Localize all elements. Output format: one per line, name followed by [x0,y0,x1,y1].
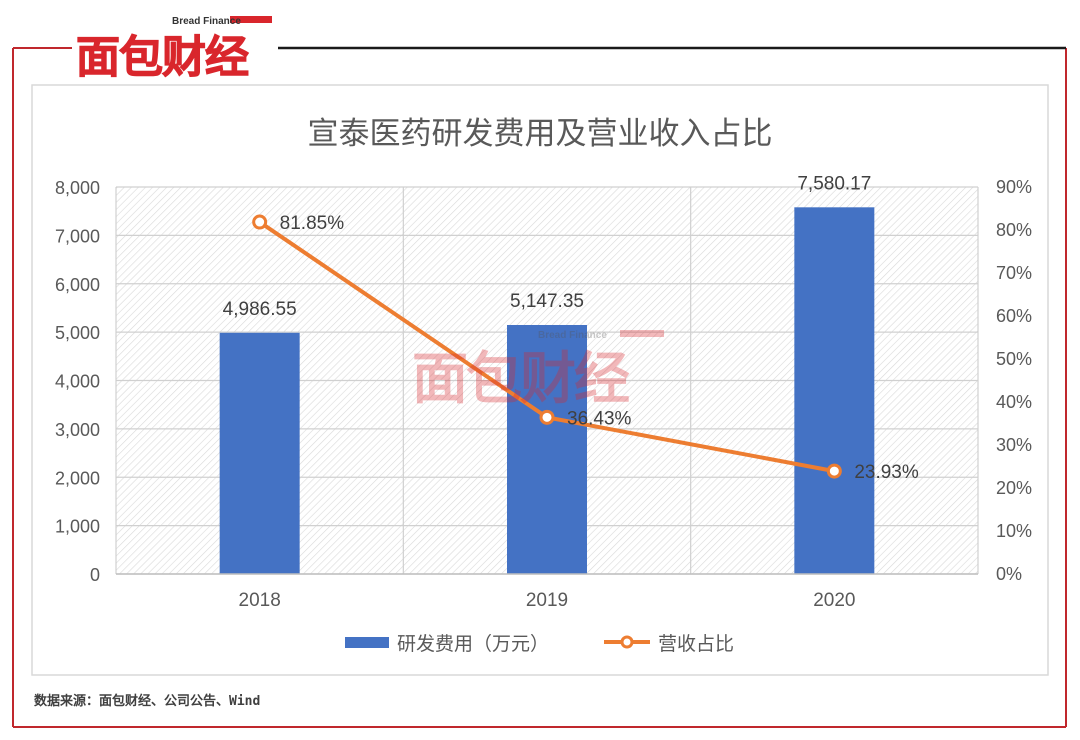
legend: 研发费用（万元） 营收占比 [345,633,734,655]
y-right-tick-label: 0% [996,564,1022,584]
y-left-tick-label: 0 [90,565,100,585]
axes: 0 1,000 2,000 3,000 4,000 5,000 6,000 7,000 8,00… [55,177,1032,611]
line-series [252,214,842,479]
data-labels: 4,986.55 5,147.35 7,580.17 81.85% 36.43% 23.9… [223,173,919,483]
watermark-accent-bar [620,330,664,337]
y-left-tick-label: 4,000 [55,372,100,392]
logo-text: 面包财经 [76,32,249,83]
line-point [826,463,842,479]
brand-logo: Bread Finance 面包财经 [76,16,272,84]
y-left-tick-label: 6,000 [55,275,100,295]
line-value-label: 36.43% [567,408,632,429]
bar-value-label: 7,580.17 [797,173,871,194]
source-note: 数据来源：面包财经、公司公告、Wind [34,693,260,709]
bar [794,207,875,575]
watermark-text: 面包财经 [412,347,630,412]
x-tick-label: 2020 [813,590,855,611]
y-right-tick-label: 60% [996,306,1032,326]
y-left-tick-label: 1,000 [55,517,100,537]
logo-accent-bar [230,16,272,23]
legend-swatch-marker [620,635,634,649]
bar-value-label: 4,986.55 [223,299,297,320]
line-value-label: 81.85% [280,213,345,234]
y-left-tick-label: 5,000 [55,323,100,343]
line-point [252,214,268,230]
legend-label-bar: 研发费用（万元） [397,633,549,655]
y-right-tick-label: 80% [996,220,1032,240]
y-right-tick-label: 40% [996,392,1032,412]
y-right-tick-label: 30% [996,435,1032,455]
line-value-label: 23.93% [854,462,919,483]
y-right-tick-label: 90% [996,177,1032,197]
y-left-tick-label: 7,000 [55,226,100,246]
watermark-subtitle: Bread Finance [538,330,607,341]
line-point [539,409,555,425]
logo-subtitle: Bread Finance [172,16,241,27]
x-tick-label: 2018 [239,590,281,611]
watermark-logo: Bread Finance 面包财经 [412,330,664,412]
y-right-tick-label: 50% [996,349,1032,369]
y-right-tick-label: 70% [996,263,1032,283]
legend-label-line: 营收占比 [658,633,734,655]
x-tick-label: 2019 [526,590,568,611]
legend-swatch-bar [345,637,389,648]
y-left-tick-label: 8,000 [55,178,100,198]
bar [507,324,587,574]
chart-title: 宣泰医药研发费用及营业收入占比 [308,116,773,152]
y-left-tick-label: 2,000 [55,468,100,488]
y-left-tick-label: 3,000 [55,420,100,440]
y-right-tick-label: 10% [996,521,1032,541]
bar-series [219,207,875,575]
y-right-tick-label: 20% [996,478,1032,498]
bar-value-label: 5,147.35 [510,291,584,312]
bar [219,332,300,574]
